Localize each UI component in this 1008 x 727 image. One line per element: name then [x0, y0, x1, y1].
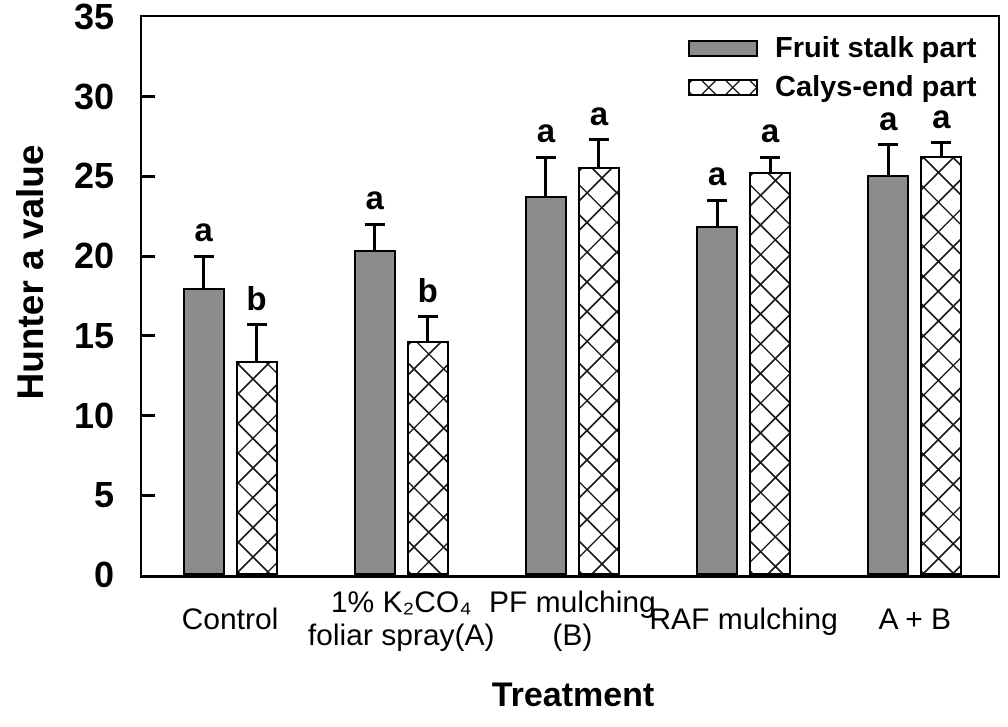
bar-hatch-group1 — [235, 361, 278, 575]
legend-swatch-solid-gray — [688, 39, 758, 57]
y-tick-mark — [142, 95, 155, 99]
significance-letter: a — [194, 211, 213, 249]
y-tick-label: 20 — [73, 235, 114, 277]
significance-letter: a — [365, 179, 384, 217]
x-tick-label-line: (B) — [552, 619, 593, 652]
x-tick-label-line: Control — [181, 602, 279, 636]
x-axis-tick-labels: Control 1% K₂CO₄ foliar spray(A) PF mulchin… — [142, 584, 998, 656]
x-tick-label-line: RAF mulching — [649, 602, 838, 636]
error-bar-cap — [246, 323, 267, 327]
error-bar-line — [939, 142, 943, 156]
error-bar-line — [426, 316, 430, 341]
significance-letter: a — [589, 94, 609, 132]
y-tick-mark — [142, 254, 155, 258]
bar-solid-group3 — [524, 195, 567, 575]
significance-letter: a — [879, 99, 898, 137]
significance-letter: a — [932, 97, 951, 135]
y-tick-label: 0 — [93, 554, 114, 595]
significance-letter: a — [760, 112, 780, 150]
x-tick-label-line: A + B — [878, 602, 952, 636]
y-tick-label: 5 — [93, 474, 114, 516]
error-bar-line — [255, 324, 258, 362]
y-tick-mark — [142, 414, 155, 418]
bar-solid-group5 — [867, 174, 910, 575]
y-tick-label: 35 — [73, 0, 114, 37]
error-bar-cap — [760, 155, 781, 159]
significance-letter: a — [536, 112, 556, 150]
legend-label: Fruit stalk part — [775, 32, 977, 64]
x-tick-label-line: foliar spray(A) — [307, 619, 495, 652]
y-tick-label: 30 — [73, 75, 114, 117]
y-tick-mark — [142, 334, 155, 338]
error-bar-line — [544, 157, 548, 196]
legend-label: Calys-end part — [775, 71, 977, 103]
bar-solid-group2 — [353, 249, 396, 575]
legend: Fruit stalk part Calys-end part — [688, 33, 976, 111]
error-bar-cap — [535, 155, 556, 159]
error-bar-line — [202, 256, 205, 289]
x-axis-title: Treatment — [491, 676, 655, 714]
y-tick-mark — [142, 493, 155, 497]
error-bar-cap — [417, 315, 438, 319]
error-bar-cap — [364, 222, 385, 226]
x-tick-label: PF mulching (B) — [432, 584, 712, 654]
significance-letter: a — [707, 155, 727, 193]
x-tick-label: Control — [90, 584, 370, 654]
bar-solid-group4 — [696, 225, 739, 575]
bar-hatch-group3 — [577, 166, 620, 575]
y-tick-label: 25 — [73, 155, 114, 197]
error-bar-cap — [707, 198, 728, 202]
bar-hatch-group2 — [406, 340, 449, 575]
y-axis-tick-labels: 0 5 10 15 20 25 30 35 — [0, 0, 128, 594]
significance-letter: b — [417, 271, 438, 309]
error-bar-cap — [193, 254, 214, 258]
error-bar-line — [373, 224, 377, 250]
error-bar-cap — [931, 141, 952, 145]
legend-item-fruit-stalk: Fruit stalk part — [688, 33, 976, 63]
x-tick-label-line: 1% K₂CO₄ — [330, 586, 472, 619]
error-bar-cap — [588, 138, 609, 142]
legend-swatch-crosshatch — [688, 78, 758, 96]
significance-letter: b — [246, 279, 267, 317]
y-axis-title: Hunter a value — [10, 144, 51, 400]
y-tick-label: 15 — [73, 314, 114, 356]
x-tick-label-line: PF mulching — [489, 586, 656, 619]
y-tick-mark — [142, 174, 155, 178]
y-tick-label: 10 — [73, 394, 114, 436]
bar-hatch-group5 — [920, 155, 963, 575]
legend-item-calys-end: Calys-end part — [688, 72, 976, 102]
bar-hatch-group4 — [749, 171, 792, 575]
x-tick-label: A + B — [775, 584, 1008, 654]
bar-solid-group1 — [182, 288, 225, 575]
x-tick-label: RAF mulching — [604, 584, 884, 654]
error-bar-line — [768, 157, 772, 172]
x-tick-label: 1% K₂CO₄ foliar spray(A) — [261, 584, 541, 654]
error-bar-cap — [878, 143, 899, 147]
error-bar-line — [886, 144, 890, 175]
error-bar-line — [715, 200, 719, 226]
error-bar-line — [597, 139, 601, 167]
